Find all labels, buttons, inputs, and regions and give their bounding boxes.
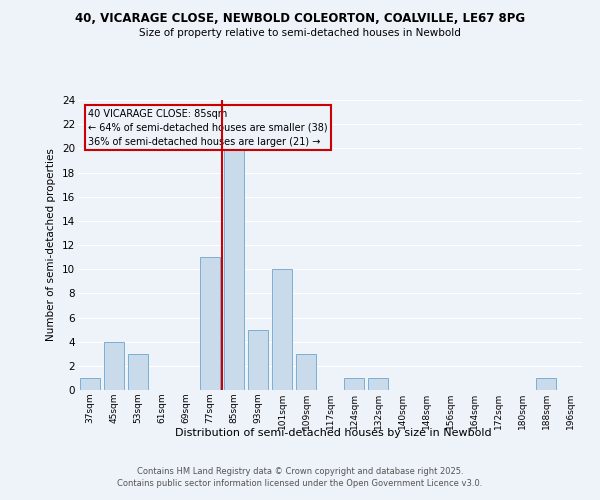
Bar [80, 378, 100, 390]
Bar [344, 378, 364, 390]
Text: 40 VICARAGE CLOSE: 85sqm
← 64% of semi-detached houses are smaller (38)
36% of s: 40 VICARAGE CLOSE: 85sqm ← 64% of semi-d… [88, 108, 328, 146]
Bar [536, 378, 556, 390]
Text: Contains HM Land Registry data © Crown copyright and database right 2025.
Contai: Contains HM Land Registry data © Crown c… [118, 466, 482, 487]
Bar [104, 342, 124, 390]
Bar [128, 354, 148, 390]
Text: Size of property relative to semi-detached houses in Newbold: Size of property relative to semi-detach… [139, 28, 461, 38]
Bar [368, 378, 388, 390]
Bar [248, 330, 268, 390]
Bar [224, 148, 244, 390]
Y-axis label: Number of semi-detached properties: Number of semi-detached properties [46, 148, 56, 342]
Text: 40, VICARAGE CLOSE, NEWBOLD COLEORTON, COALVILLE, LE67 8PG: 40, VICARAGE CLOSE, NEWBOLD COLEORTON, C… [75, 12, 525, 26]
Text: Distribution of semi-detached houses by size in Newbold: Distribution of semi-detached houses by … [175, 428, 491, 438]
Bar [272, 269, 292, 390]
Bar [200, 257, 220, 390]
Bar [296, 354, 316, 390]
